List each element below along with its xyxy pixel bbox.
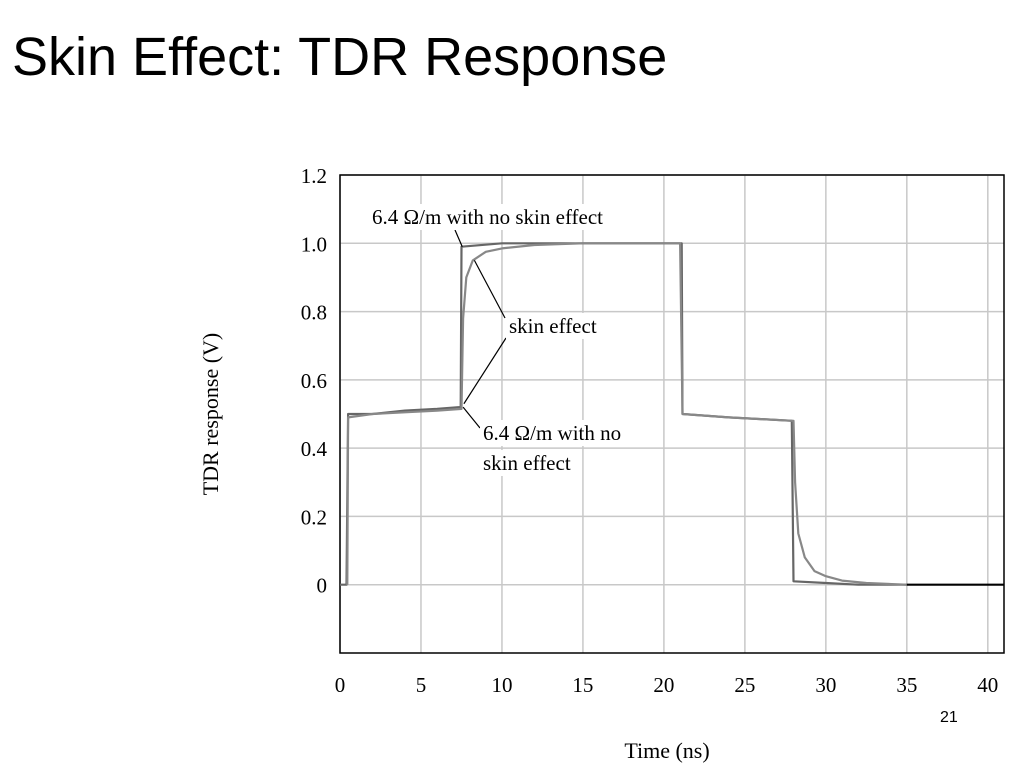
x-tick-label: 15 (572, 673, 593, 697)
annotation-leaders (454, 229, 507, 429)
x-axis-label: Time (ns) (624, 738, 709, 763)
x-axis-ticks: 0 5 10 15 20 25 30 35 40 (335, 673, 999, 697)
x-tick-label: 0 (335, 673, 346, 697)
y-tick-label: 0.6 (301, 369, 327, 393)
y-tick-label: 0.2 (301, 505, 327, 529)
x-tick-label: 40 (977, 673, 998, 697)
annotation-leader (462, 406, 481, 429)
annotation-background (506, 313, 600, 339)
y-tick-label: 0 (317, 574, 328, 598)
annotation-no-skin-effect-bottom-line1: 6.4 Ω/m with no (483, 421, 621, 445)
y-axis-label: TDR response (V) (198, 333, 223, 496)
x-tick-label: 35 (896, 673, 917, 697)
annotation-background (480, 450, 574, 476)
series-line (340, 242, 907, 586)
x-tick-label: 20 (653, 673, 674, 697)
annotation-no-skin-effect-top: 6.4 Ω/m with no skin effect (372, 205, 603, 229)
annotation-no-skin-effect-bottom-line2: skin effect (483, 451, 571, 475)
x-tick-label: 5 (416, 673, 427, 697)
annotation-leader (463, 337, 507, 405)
annotation-leader (454, 229, 463, 247)
plot-frame (339, 174, 1005, 654)
x-tick-label: 10 (491, 673, 512, 697)
annotation-skin-effect: skin effect (509, 314, 597, 338)
annotation-leader (473, 260, 506, 319)
page-number: 21 (940, 709, 958, 726)
x-tick-label: 30 (815, 673, 836, 697)
series-layer (340, 242, 1004, 586)
y-tick-label: 1.2 (301, 164, 327, 188)
grid (339, 174, 1004, 653)
annotation-background (480, 420, 625, 446)
x-tick-label: 25 (734, 673, 755, 697)
y-axis-ticks: 1.2 1.0 0.8 0.6 0.4 0.2 0 (301, 164, 328, 598)
y-tick-label: 0.4 (301, 437, 328, 461)
series-line (346, 242, 907, 586)
y-tick-label: 1.0 (301, 232, 327, 256)
annotation-background (369, 204, 607, 230)
slide-title: Skin Effect: TDR Response (12, 27, 668, 87)
y-tick-label: 0.8 (301, 301, 327, 325)
